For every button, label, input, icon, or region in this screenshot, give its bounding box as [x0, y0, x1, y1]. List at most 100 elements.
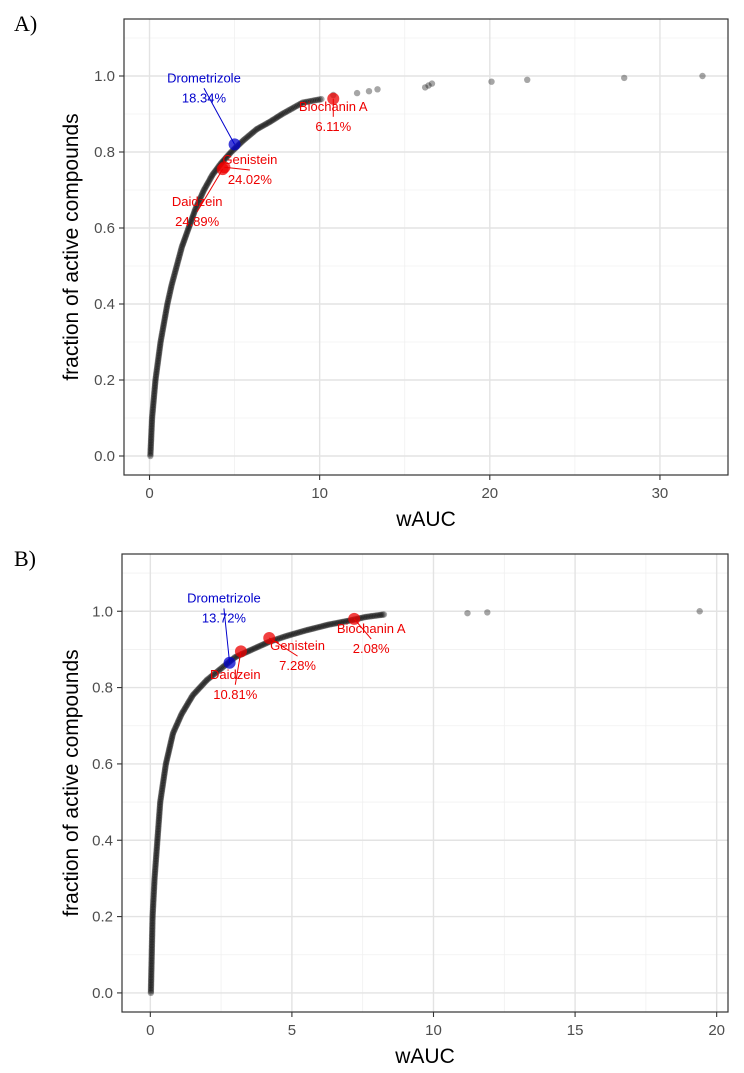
- data-point: [243, 134, 251, 141]
- data-point: [148, 962, 155, 970]
- data-point: [181, 235, 189, 242]
- data-point: [159, 784, 166, 791]
- data-point: [271, 115, 278, 123]
- data-point: [168, 737, 175, 745]
- data-point: [175, 254, 183, 262]
- data-point: [153, 849, 160, 857]
- data-point: [272, 115, 279, 122]
- data-point: [159, 329, 166, 336]
- data-point: [299, 99, 306, 106]
- data-point: [188, 693, 196, 700]
- data-point: [148, 961, 155, 968]
- data-point: [148, 417, 156, 425]
- data-point: [148, 421, 155, 428]
- data-point: [328, 620, 335, 628]
- data-point: [289, 631, 296, 638]
- data-point: [209, 171, 216, 178]
- y-tick-label: 0.2: [94, 372, 115, 389]
- data-point: [148, 967, 155, 974]
- data-point: [279, 633, 287, 641]
- data-point: [168, 280, 176, 287]
- data-point: [292, 103, 299, 110]
- daidzein-point: [234, 645, 247, 658]
- data-point: [149, 919, 156, 927]
- data-point: [363, 613, 371, 620]
- drometrizole-connector: [223, 608, 231, 663]
- data-point: [149, 902, 157, 909]
- data-point: [162, 311, 169, 319]
- data-point: [150, 398, 157, 406]
- y-tick-label: 0.6: [94, 220, 115, 237]
- x-tick-label: 10: [311, 485, 328, 502]
- drometrizole-connector: [203, 88, 236, 145]
- data-point: [154, 827, 162, 834]
- data-point: [147, 440, 155, 447]
- data-point: [317, 623, 325, 630]
- data-point: [265, 119, 273, 126]
- data-point: [153, 364, 161, 371]
- data-point: [162, 763, 169, 771]
- data-point: [301, 627, 308, 634]
- data-point: [187, 220, 194, 227]
- data-point: [164, 297, 172, 305]
- data-point: [190, 211, 197, 219]
- data-point: [192, 204, 200, 211]
- data-point: [164, 753, 171, 760]
- data-point: [170, 728, 177, 736]
- genistein-percent: 24.02%: [228, 172, 273, 187]
- data-point: [179, 709, 186, 717]
- data-point: [169, 733, 176, 740]
- biochanin-a-point: [348, 612, 361, 625]
- data-point: [223, 153, 231, 160]
- x-tick-label: 20: [481, 485, 498, 502]
- data-point: [206, 177, 213, 184]
- data-point: [281, 633, 288, 640]
- data-point: [488, 78, 495, 85]
- data-point: [156, 346, 163, 354]
- data-point: [241, 136, 248, 143]
- y-tick-label: 0.6: [92, 756, 113, 773]
- data-point: [302, 627, 310, 634]
- data-point: [256, 643, 263, 650]
- data-point: [147, 976, 155, 984]
- data-point: [149, 411, 156, 419]
- data-point: [156, 341, 164, 349]
- data-point: [180, 239, 187, 246]
- plot-border: [121, 553, 729, 1013]
- data-point: [149, 403, 157, 411]
- data-point: [182, 233, 189, 240]
- data-point: [175, 716, 183, 724]
- data-point: [160, 778, 167, 785]
- data-point: [149, 910, 156, 917]
- data-point: [166, 745, 173, 752]
- data-point: [311, 97, 318, 104]
- data-point: [156, 806, 163, 814]
- data-point: [163, 757, 170, 765]
- data-point: [158, 787, 166, 795]
- data-point: [148, 948, 156, 955]
- data-point: [149, 406, 156, 414]
- data-point: [152, 378, 159, 385]
- data-point: [318, 95, 325, 103]
- data-point: [171, 727, 178, 734]
- data-point: [211, 670, 218, 677]
- data-point: [149, 905, 157, 912]
- x-tick-label: 0: [145, 485, 153, 502]
- data-point: [286, 631, 293, 639]
- biochanin-a-point: [327, 92, 340, 105]
- data-point: [150, 394, 158, 401]
- data-point: [148, 932, 156, 939]
- data-point: [152, 862, 159, 869]
- data-point: [177, 248, 184, 255]
- data-point: [149, 907, 157, 914]
- data-point: [254, 125, 262, 132]
- data-point: [152, 856, 160, 863]
- data-point: [316, 96, 323, 103]
- data-point: [154, 837, 161, 844]
- data-point: [184, 700, 192, 707]
- data-point: [154, 832, 161, 839]
- data-point: [148, 957, 155, 965]
- data-point: [155, 824, 162, 831]
- data-point: [164, 751, 172, 758]
- data-point: [306, 98, 313, 105]
